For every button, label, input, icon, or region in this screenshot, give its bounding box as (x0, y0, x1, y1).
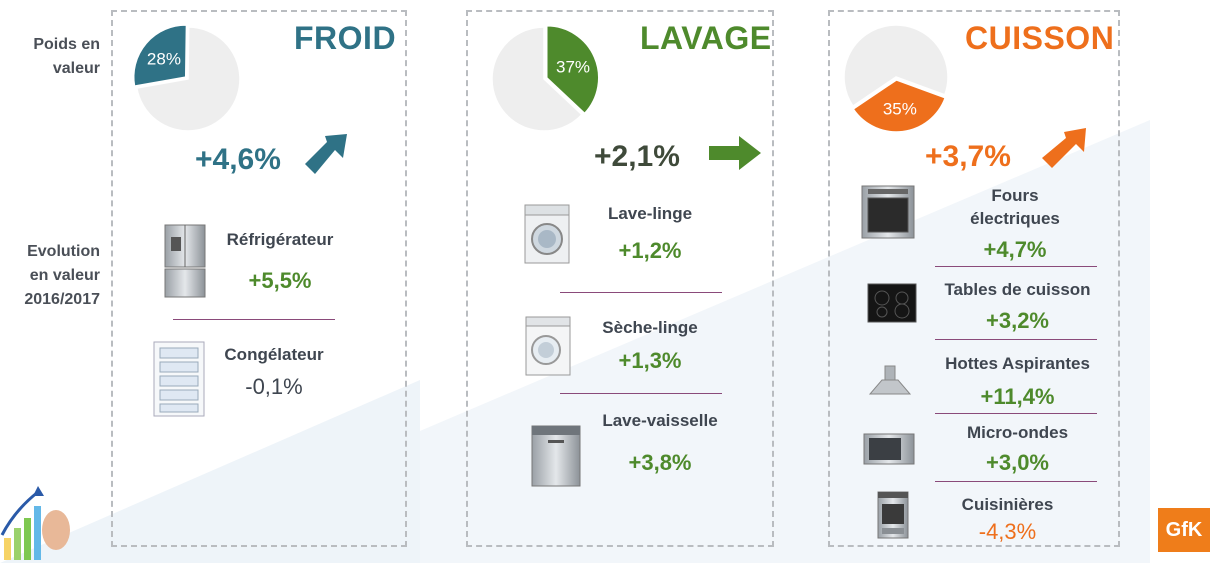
washing-machine-image (524, 204, 570, 264)
product-name: Congélateur (224, 345, 324, 364)
product-name: Sèche-linge (602, 318, 698, 337)
lavage-title: LAVAGE (640, 20, 772, 56)
cuisson-pie-chart: 35% (843, 24, 949, 133)
pie-slice-highlight (852, 79, 947, 133)
product-value: +1,2% (618, 238, 682, 263)
product-value: +3,2% (986, 308, 1049, 333)
pie-slice-highlight (133, 24, 188, 87)
dryer-image (525, 316, 571, 376)
microwave-image (863, 433, 915, 465)
froid-title: FROID (294, 20, 397, 56)
cooker-image (877, 491, 909, 539)
pie-slice-label: 28% (147, 50, 181, 69)
pie-slice-label: 35% (883, 99, 917, 118)
product-value: +4,7% (983, 237, 1047, 262)
oven-image (861, 185, 915, 239)
product-name: Réfrigérateur (226, 230, 334, 249)
range-hood-image (868, 365, 912, 395)
product-value: -4,3% (978, 519, 1037, 544)
product-value: +3,0% (986, 450, 1049, 475)
lavage-panel (466, 10, 774, 547)
dishwasher-image (531, 425, 581, 487)
separator-line (560, 292, 722, 293)
refrigerator-image (164, 224, 206, 298)
separator-line (935, 481, 1097, 482)
pie-slice-highlight (546, 25, 600, 115)
cuisson-title: CUISSON (965, 20, 1115, 56)
pie-slice-label: 37% (556, 57, 590, 76)
product-value: +1,3% (618, 348, 682, 373)
separator-line (173, 319, 335, 320)
product-name: Lave-vaisselle (602, 411, 718, 430)
separator-line (935, 339, 1097, 340)
right-arrow-icon (709, 136, 761, 170)
pie-slice-rest (135, 26, 241, 132)
lavage-pie-chart: 37% (491, 25, 600, 132)
separator-line (560, 393, 722, 394)
product-name: Hottes Aspirantes (945, 354, 1090, 373)
product-name: Lave-linge (607, 204, 693, 223)
product-value: -0,1% (245, 374, 303, 399)
pie-slice-rest (843, 24, 949, 108)
product-name: Micro-ondes (966, 423, 1069, 442)
product-value: +3,8% (628, 450, 692, 475)
freezer-image (153, 341, 205, 417)
lavage-evolution: +2,1% (594, 140, 680, 173)
up-right-arrow-icon (1042, 128, 1086, 168)
product-name: Cuisinières (961, 495, 1054, 514)
cuisson-evolution: +3,7% (925, 140, 1011, 173)
froid-evolution: +4,6% (195, 143, 281, 176)
cuisson-panel (828, 10, 1120, 547)
froid-panel (111, 10, 407, 547)
separator-line (935, 266, 1097, 267)
product-value: +11,4% (980, 384, 1055, 409)
cooktop-image (867, 283, 917, 323)
product-value: +5,5% (248, 268, 312, 293)
weight-label: Poids en valeur (33, 36, 100, 77)
growth-chart-illustration (0, 486, 70, 560)
separator-line (935, 413, 1097, 414)
gfk-logo: GfK (1158, 508, 1210, 552)
pie-slice-rest (491, 26, 583, 132)
up-right-arrow-icon (305, 134, 347, 174)
product-name: Fours électriques (970, 186, 1060, 228)
froid-pie-chart: 28% (133, 24, 241, 132)
product-name: Tables de cuisson (944, 280, 1091, 299)
evolution-label: Evolution en valeur 2016/2017 (24, 243, 100, 308)
